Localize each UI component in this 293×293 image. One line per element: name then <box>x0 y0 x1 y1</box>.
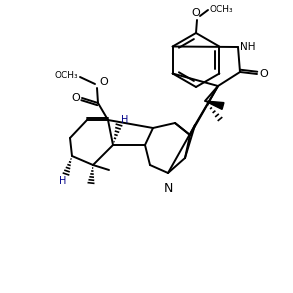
Text: NH: NH <box>240 42 255 52</box>
Polygon shape <box>205 101 224 109</box>
Text: O: O <box>99 77 108 87</box>
Text: OCH₃: OCH₃ <box>54 71 78 81</box>
Text: H: H <box>59 176 67 186</box>
Text: O: O <box>192 8 200 18</box>
Text: OCH₃: OCH₃ <box>209 4 233 13</box>
Text: O: O <box>259 69 268 79</box>
Text: H: H <box>121 115 129 125</box>
Text: O: O <box>71 93 80 103</box>
Text: N: N <box>163 182 173 195</box>
